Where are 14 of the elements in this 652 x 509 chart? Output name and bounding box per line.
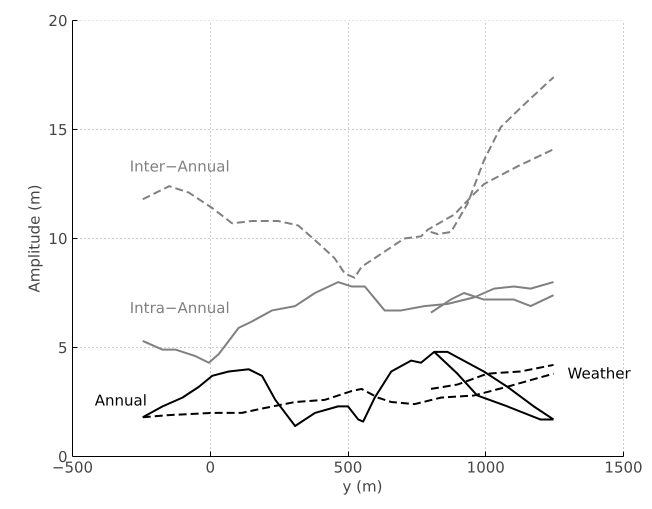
x-tick-label: 1000: [466, 458, 505, 476]
y-tick-label: 5: [58, 339, 68, 357]
x-tick-label: 0: [205, 458, 216, 476]
x-tick-label: 500: [334, 458, 362, 476]
x-axis-title: y (m): [342, 478, 382, 496]
y-tick-label: 15: [48, 121, 68, 139]
x-tick-label: 1500: [604, 458, 643, 476]
series-label: Inter−Annual: [130, 157, 230, 176]
series-label: Annual: [94, 391, 147, 410]
series-label: Weather: [568, 364, 632, 383]
y-tick-label: 10: [48, 230, 68, 248]
y-tick-label: 20: [48, 12, 68, 30]
series-label: Intra−Annual: [130, 298, 230, 317]
y-axis-title: Amplitude (m): [25, 184, 44, 292]
